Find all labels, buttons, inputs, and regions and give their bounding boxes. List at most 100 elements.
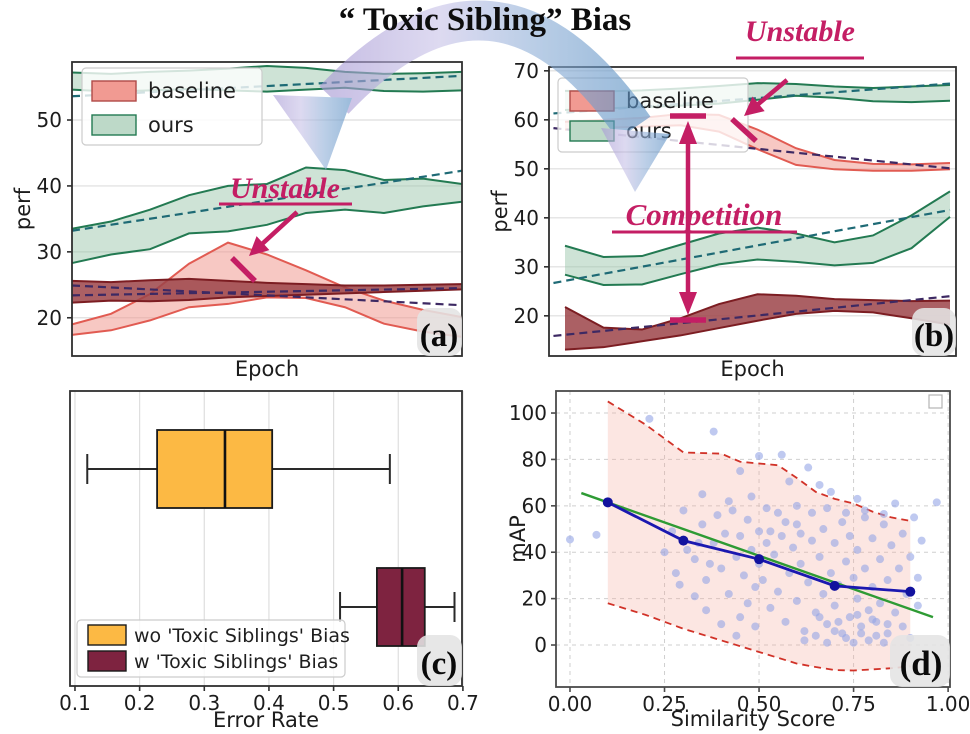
scatter-point: [910, 513, 919, 522]
scatter-point: [724, 497, 733, 506]
scatter-point: [698, 490, 707, 499]
scatter-point: [826, 569, 835, 578]
y-tick-label: 30: [37, 240, 62, 264]
scatter-point: [762, 504, 771, 513]
scatter-point: [879, 638, 888, 647]
x-axis-label: Epoch: [720, 357, 784, 381]
scatter-point: [709, 427, 718, 436]
scatter-point: [807, 536, 816, 545]
legend-swatch: [91, 114, 137, 136]
scatter-point: [792, 520, 801, 529]
y-tick-label: 0: [534, 633, 547, 657]
scatter-point: [777, 531, 786, 540]
panel-b: 20 30 40 50 60 70 perf Epoch baseline ours (b) Unst…: [488, 15, 957, 381]
y-tick-label: 100: [509, 401, 547, 425]
panel-tag-label: (b): [914, 318, 954, 354]
ours-mid-band-upper-edge: [564, 190, 951, 259]
legend-label: ours: [148, 113, 194, 137]
binned-marker: [829, 580, 840, 591]
scatter-point: [838, 518, 847, 527]
baseline-low-trend: [553, 295, 951, 338]
y-tick-label: 80: [522, 447, 547, 471]
scatter-point: [800, 627, 809, 636]
scatter-point: [864, 606, 873, 615]
scatter-point: [868, 615, 877, 624]
scatter-point: [675, 580, 684, 589]
scatter-point: [702, 576, 711, 585]
scatter-point: [705, 559, 714, 568]
scatter-point: [876, 555, 885, 564]
scatter-point: [743, 515, 752, 524]
scatter-point: [842, 634, 851, 643]
x-tick-label: 0.2: [124, 691, 156, 715]
ours-mid-band: [72, 167, 462, 264]
legend-label: ours: [626, 119, 672, 143]
x-tick-label: 0.50: [737, 692, 782, 716]
y-tick-label: 20: [514, 304, 539, 328]
scatter-point: [736, 613, 745, 622]
envelope-upper: [607, 400, 911, 522]
legend: baseline ours: [81, 67, 263, 146]
x-tick-label: 0.1: [59, 691, 91, 715]
legend-label: baseline: [148, 79, 236, 103]
scatter-point: [565, 535, 574, 544]
scatter-point: [872, 631, 881, 640]
scatter-point: [747, 492, 756, 501]
panel-tag: (d): [890, 635, 950, 687]
scatter-point: [849, 573, 858, 582]
scatter-point: [702, 606, 711, 615]
y-tick-label: 20: [37, 306, 62, 330]
scatter-point: [823, 638, 832, 647]
y-axis-label: perf: [488, 190, 512, 233]
scatter-point: [811, 631, 820, 640]
ours-mid-band-lower-edge: [71, 200, 463, 265]
scatter-point: [857, 622, 866, 631]
y-tick-label: 50: [37, 108, 62, 132]
scatter-point: [815, 552, 824, 561]
legend-swatch: [87, 650, 127, 672]
scatter-point: [823, 504, 832, 513]
panel-tag-bg: [417, 308, 462, 356]
scatter-point: [645, 414, 654, 423]
scatter-point: [807, 508, 816, 517]
scatter-point: [736, 531, 745, 540]
binned-marker: [905, 586, 916, 597]
envelope-lower: [607, 602, 911, 672]
scatter-point: [789, 543, 798, 552]
competition-arrow-up: [679, 121, 697, 144]
y-tick-label: 20: [522, 587, 547, 611]
binned-mean-line: [602, 497, 916, 597]
axes-frame: [71, 61, 463, 357]
x-tick-label: 0.6: [382, 691, 414, 715]
legend-swatch: [91, 80, 137, 102]
scatter-point: [823, 620, 832, 629]
baseline-unstable-band-lower-edge: [71, 296, 463, 338]
x-axis-label: Similarity Score: [671, 707, 836, 731]
panel-tag-label: (a): [420, 318, 458, 354]
axes-frame: [69, 390, 463, 687]
baseline-low-band-upper-edge: [564, 293, 951, 331]
scatter-point: [717, 620, 726, 629]
scatter-point: [592, 530, 601, 539]
scatter-point: [796, 529, 805, 538]
legend-label: w 'Toxic Siblings' Bias: [134, 651, 338, 673]
scatter-point: [777, 450, 786, 459]
scatter-point: [690, 555, 699, 564]
unstable-annotation: Unstable: [745, 15, 855, 48]
ours-mid-band: [565, 191, 950, 285]
y-axis-ticks: 20 30 40 50 60 70: [514, 59, 549, 328]
scatter-point: [932, 498, 941, 507]
axis-ticks: 0.00 0.25 0.50 0.75 1.00 0 20 40 60 80 100: [509, 401, 970, 716]
scatter-point: [751, 622, 760, 631]
y-axis-ticks: 20 30 40 50: [37, 108, 72, 330]
scatter-point: [796, 559, 805, 568]
y-axis-label: perf: [11, 187, 35, 230]
legend-label: wo 'Toxic Siblings' Bias: [134, 625, 350, 647]
annotation-arrow-head: [249, 236, 270, 256]
scatter-point: [913, 601, 922, 610]
scatter-point: [842, 508, 851, 517]
scatter-point: [683, 545, 692, 554]
scatter-point: [766, 603, 775, 612]
scatter-point: [755, 527, 764, 536]
w-toxic-box: [339, 567, 456, 647]
